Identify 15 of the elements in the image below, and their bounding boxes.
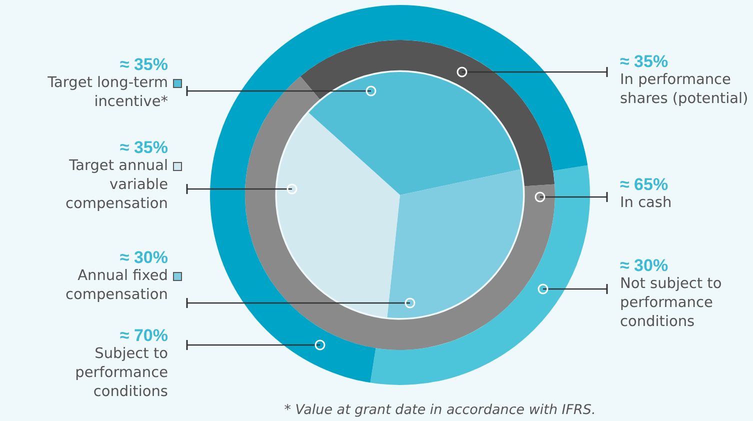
legend-label: Target annual variable compensation: [64, 157, 168, 214]
slice-label: Not subject to performance conditions: [620, 275, 723, 332]
data-label: ≈ 30%: [118, 248, 168, 267]
slice-label: Subject to performance conditions: [74, 345, 168, 402]
slice-label: In cash: [620, 194, 673, 213]
slice-label: In performance shares (potential): [620, 71, 750, 109]
data-label: ≈ 35%: [620, 52, 670, 71]
text: * Value at grant date in accordance with IFRS.: [283, 402, 597, 418]
legend-label: Annual fixed compensation: [64, 267, 168, 305]
data-label: ≈ 70%: [118, 326, 168, 345]
legend-label: Target long-term incentive*: [46, 74, 168, 112]
data-label: ≈ 30%: [620, 256, 670, 275]
data-label: ≈ 35%: [118, 55, 168, 74]
data-label: ≈ 65%: [620, 175, 670, 194]
data-label: ≈ 35%: [118, 138, 168, 157]
